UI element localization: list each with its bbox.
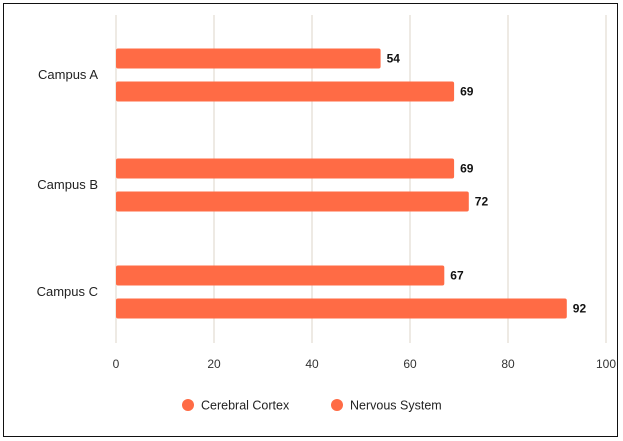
bar-value-label: 72 <box>475 195 489 209</box>
x-tick-label: 60 <box>403 357 417 371</box>
bar-nervous-system <box>116 81 455 102</box>
category-label: Campus A <box>38 67 98 82</box>
legend: Cerebral Cortex Nervous System <box>182 399 442 413</box>
x-tick-label: 40 <box>305 357 319 371</box>
bar-value-label: 69 <box>460 85 474 99</box>
x-tick-label: 100 <box>596 357 616 371</box>
legend-label: Cerebral Cortex <box>201 399 290 413</box>
legend-label: Nervous System <box>350 399 442 413</box>
bar-cerebral-cortex <box>116 265 445 286</box>
legend-marker <box>182 399 194 411</box>
category-label: Campus B <box>37 177 98 192</box>
chart-frame <box>3 3 618 437</box>
bar-value-label: 92 <box>573 302 587 316</box>
bar-value-label: 54 <box>387 52 401 66</box>
x-tick-label: 20 <box>207 357 221 371</box>
bar-value-label: 69 <box>460 162 474 176</box>
x-tick-label: 80 <box>501 357 515 371</box>
x-axis-ticks: 0 20 40 60 80 100 <box>113 357 617 371</box>
bar-value-label: 67 <box>450 269 464 283</box>
bars <box>116 48 567 319</box>
x-tick-label: 0 <box>113 357 120 371</box>
bar-nervous-system <box>116 298 567 319</box>
data-labels: 54 69 69 72 67 92 <box>387 52 587 316</box>
bar-cerebral-cortex <box>116 158 455 179</box>
bar-cerebral-cortex <box>116 48 381 69</box>
category-label: Campus C <box>37 284 98 299</box>
grid-lines <box>115 15 607 343</box>
category-labels: Campus A Campus B Campus C <box>37 67 99 299</box>
legend-marker <box>331 399 343 411</box>
bar-nervous-system <box>116 191 469 212</box>
